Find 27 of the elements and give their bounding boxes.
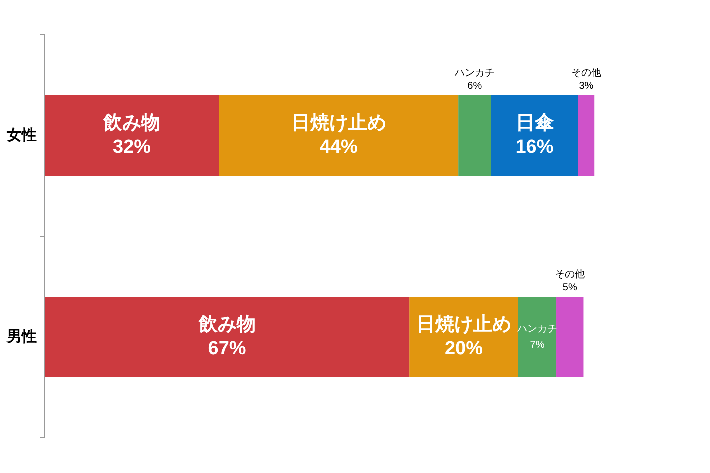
- text: その他: [571, 68, 602, 80]
- data-label: 5%: [562, 282, 578, 294]
- bar: [556, 296, 584, 378]
- bar: [578, 95, 595, 176]
- bar: [491, 95, 578, 176]
- bar: [518, 296, 557, 378]
- data-label: 20%: [444, 338, 484, 360]
- y-tick-label: 男性: [6, 328, 37, 346]
- data-label: 6%: [468, 81, 482, 92]
- text: 日焼け止め: [291, 112, 386, 134]
- data-label: 32%: [113, 136, 152, 158]
- bar: [219, 95, 459, 176]
- data-label: 3%: [579, 81, 594, 92]
- series-label: 飲み物: [102, 112, 161, 134]
- text: ハンカチ: [454, 68, 495, 80]
- y-tick-label: 女性: [6, 126, 37, 144]
- series-label: その他: [555, 268, 586, 281]
- series-label: 日焼け止め: [416, 313, 512, 336]
- bar: [458, 95, 492, 176]
- data-label: 7%: [530, 340, 545, 351]
- text: 飲み物: [198, 314, 256, 336]
- bar: [45, 296, 410, 378]
- data-label: 67%: [208, 338, 246, 360]
- data-label: 16%: [516, 136, 554, 158]
- series-label: 日傘: [516, 112, 555, 134]
- bar: [45, 95, 220, 176]
- data-label: 44%: [320, 136, 358, 158]
